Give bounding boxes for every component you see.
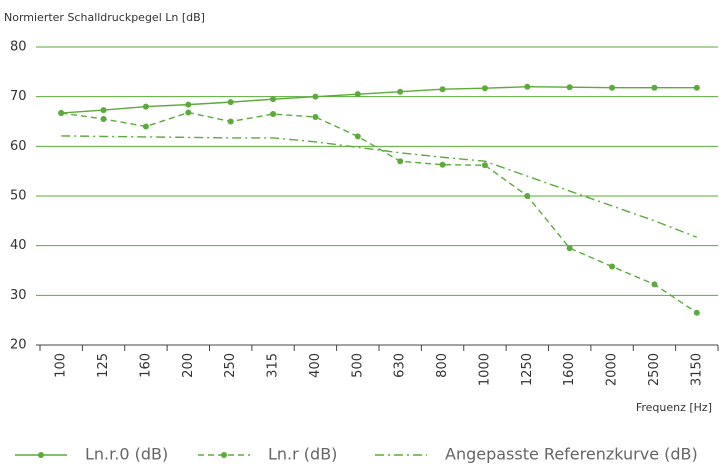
series-marker	[354, 133, 361, 140]
x-tick-label: 1250	[520, 353, 535, 386]
y-tick-label: 50	[10, 189, 27, 204]
x-tick-label: 1000	[477, 353, 492, 386]
legend-label: Ln.r.0 (dB)	[85, 445, 168, 464]
x-tick-label: 400	[308, 353, 323, 378]
x-tick-label: 125	[96, 353, 111, 378]
x-tick-label: 800	[435, 353, 450, 378]
series-marker	[566, 245, 573, 252]
series-marker	[397, 88, 404, 95]
series-line	[61, 86, 697, 114]
series-marker	[270, 111, 277, 118]
x-tick-label: 315	[266, 353, 281, 378]
x-tick-label: 630	[393, 353, 408, 378]
x-tick-label: 500	[350, 353, 365, 378]
y-tick-label: 30	[10, 288, 27, 303]
series-marker	[651, 281, 658, 288]
series-line	[61, 111, 698, 314]
series-marker	[185, 109, 192, 116]
series-marker	[185, 101, 192, 108]
series-marker	[227, 118, 234, 125]
legend-marker	[38, 452, 44, 458]
x-tick-label: 250	[223, 353, 238, 378]
x-axis-label: Frequenz [Hz]	[636, 401, 712, 414]
y-tick-label: 60	[10, 139, 27, 154]
series-marker	[58, 110, 65, 117]
series-marker	[439, 161, 446, 168]
series-marker	[566, 84, 573, 91]
y-tick-label: 70	[10, 89, 27, 104]
series-line	[61, 135, 698, 238]
series-marker	[481, 162, 488, 169]
series-marker	[481, 85, 488, 92]
y-axis-label: Normierter Schalldruckpegel Ln [dB]	[4, 11, 205, 24]
legend-marker	[221, 452, 227, 458]
series-marker	[693, 84, 700, 91]
series-marker	[439, 86, 446, 93]
x-tick-label: 100	[54, 353, 69, 378]
series-marker	[524, 193, 531, 199]
series-marker	[142, 123, 149, 130]
series-marker	[100, 116, 107, 123]
x-tick-label: 3150	[689, 353, 704, 386]
series-marker	[609, 84, 616, 91]
series-marker	[524, 83, 531, 90]
x-tick-label: 2000	[605, 353, 620, 386]
series-marker	[354, 91, 361, 98]
legend-label: Angepasste Referenzkurve (dB)	[445, 445, 698, 464]
series-marker	[270, 96, 277, 103]
y-tick-label: 40	[10, 238, 27, 253]
series-marker	[651, 84, 658, 91]
y-tick-label: 80	[10, 40, 27, 55]
series-marker	[609, 263, 616, 270]
y-tick-label: 20	[10, 338, 27, 353]
series-marker	[693, 309, 700, 316]
x-tick-label: 200	[181, 353, 196, 378]
series-marker	[397, 158, 404, 165]
series-marker	[227, 99, 234, 106]
x-tick-label: 1600	[562, 353, 577, 386]
series-marker	[312, 93, 319, 100]
series-marker	[142, 103, 149, 110]
legend-label: Ln.r (dB)	[268, 445, 337, 464]
series-marker	[100, 107, 107, 114]
x-tick-label: 2500	[647, 353, 662, 386]
series-marker	[312, 114, 319, 121]
x-tick-label: 160	[138, 353, 153, 378]
